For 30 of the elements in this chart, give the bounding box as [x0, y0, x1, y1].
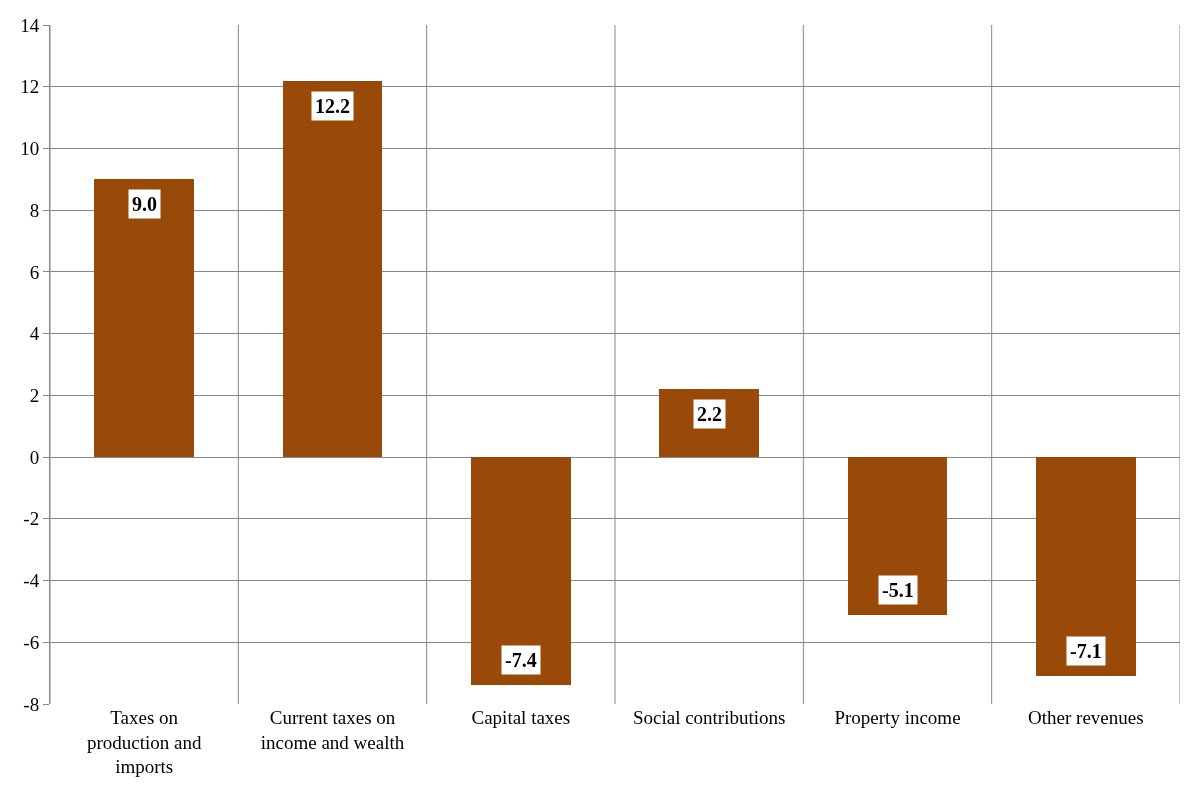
y-tick-label: -2: [23, 508, 40, 530]
data-label: -7.4: [505, 649, 537, 671]
x-tick-label: Social contributions: [632, 707, 786, 728]
bar: [1036, 457, 1136, 676]
x-tick-label: Property income: [834, 707, 961, 728]
y-tick-label: 8: [29, 199, 40, 221]
bar: [94, 179, 194, 457]
y-tick-label: -8: [23, 693, 40, 715]
bar: [283, 81, 382, 457]
y-tick-label: 6: [29, 261, 40, 283]
bar: [471, 457, 571, 685]
y-tick-label: 10: [20, 138, 40, 160]
y-tick-label: 12: [20, 76, 40, 98]
bar: [848, 457, 947, 615]
data-label: 12.2: [315, 95, 350, 117]
x-tick-label: Current taxes on income and wealth: [260, 707, 405, 753]
y-tick-label: 0: [29, 446, 40, 468]
y-tick-label: 2: [29, 385, 40, 407]
data-label: 2.2: [697, 403, 722, 425]
x-tick-label: Other revenues: [1028, 707, 1144, 728]
data-label: -5.1: [882, 579, 914, 601]
x-tick-label: Taxes on production and imports: [86, 707, 202, 778]
y-tick-label: -6: [23, 631, 40, 653]
y-tick-label: -4: [23, 570, 40, 592]
bar: [659, 389, 759, 457]
data-label: 9.0: [132, 193, 157, 215]
y-tick-label: 14: [20, 14, 40, 36]
y-tick-label: 4: [29, 323, 40, 345]
x-tick-label: Capital taxes: [471, 707, 571, 728]
data-label: -7.1: [1070, 640, 1102, 662]
